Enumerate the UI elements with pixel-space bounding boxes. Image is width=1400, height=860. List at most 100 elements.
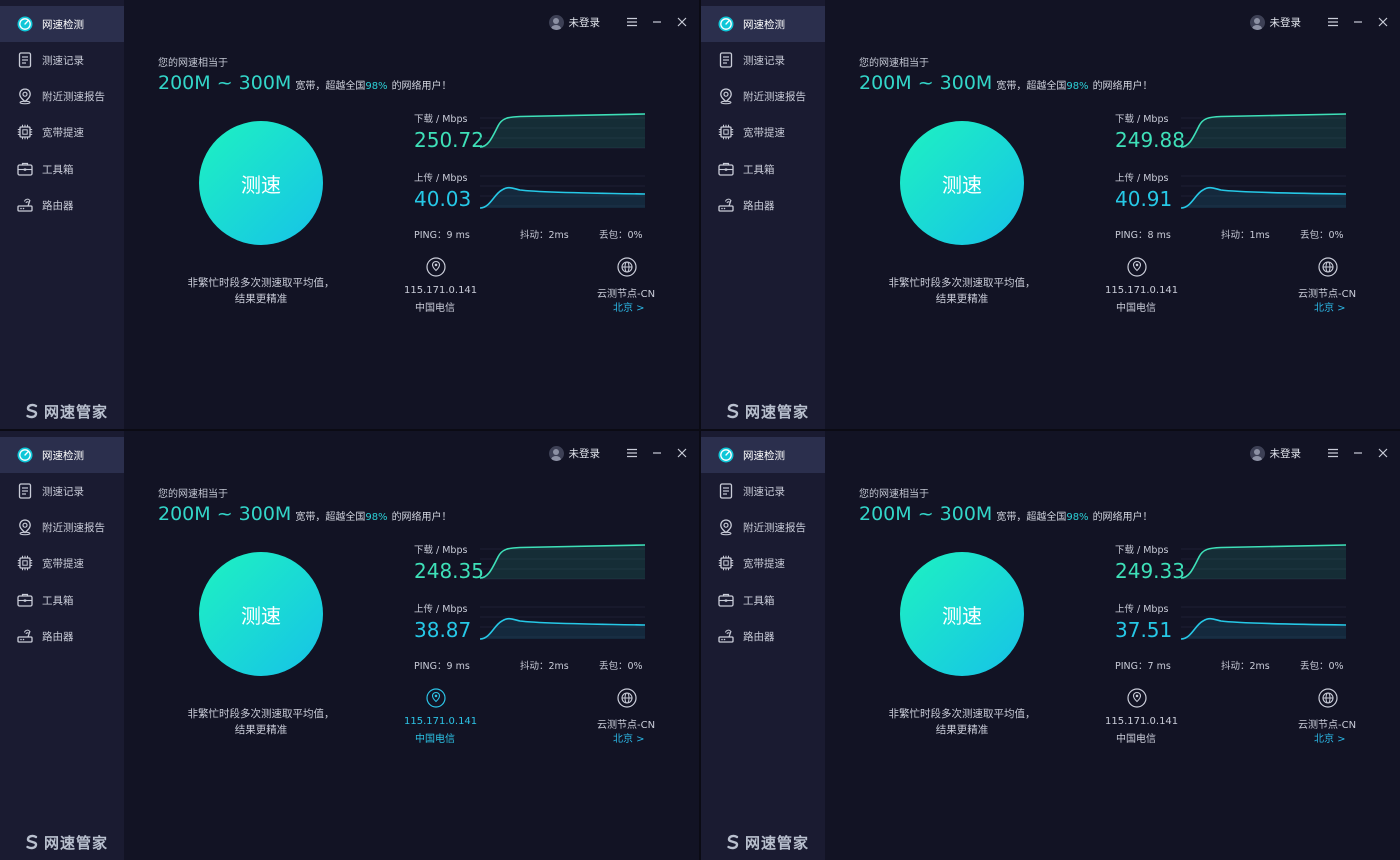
percentile-suffix: 的网络用户！	[391, 512, 452, 523]
login-link[interactable]: 未登录	[1269, 16, 1302, 29]
sidebar-item-router[interactable]: 路由器	[0, 618, 124, 654]
node-city-link[interactable]: 北京 >	[1314, 303, 1346, 314]
menu-button[interactable]	[625, 15, 639, 29]
start-test-label: 测速	[942, 172, 982, 197]
avatar[interactable]	[1249, 14, 1265, 30]
close-button[interactable]	[675, 15, 689, 29]
sidebar-item-toolbox[interactable]: 工具箱	[0, 582, 124, 618]
start-test-button[interactable]: 测速	[900, 121, 1024, 245]
location-pin-icon	[720, 519, 732, 536]
title-bar: 未登录	[1249, 443, 1391, 463]
chip-icon	[718, 555, 734, 571]
location-pin-icon[interactable]	[426, 688, 446, 708]
upload-label: 上传 / Mbps	[1115, 173, 1169, 184]
sidebar-item-history[interactable]: 测速记录	[0, 473, 124, 509]
broadband-text: 宽带，超越全国	[295, 512, 366, 523]
menu-button[interactable]	[625, 446, 639, 460]
sidebar-item-speed-test[interactable]: 网速检测	[701, 437, 825, 473]
sidebar-item-broadband-boost[interactable]: 宽带提速	[701, 114, 825, 150]
start-test-button[interactable]: 测速	[199, 121, 323, 245]
login-link[interactable]: 未登录	[1269, 447, 1302, 460]
start-test-button[interactable]: 测速	[900, 552, 1024, 676]
sidebar-item-history[interactable]: 测速记录	[701, 42, 825, 78]
speedometer-icon	[17, 447, 33, 463]
isp-name: 中国电信	[415, 303, 455, 314]
sidebar-item-label: 网速检测	[743, 19, 785, 31]
sidebar-item-nearby-report[interactable]: 附近测速报告	[0, 509, 124, 545]
start-test-label: 测速	[241, 172, 281, 197]
result-headline: 200M ~ 300M 宽带，超越全国 98% 的网络用户！	[859, 503, 1153, 525]
globe-icon[interactable]	[1318, 688, 1338, 708]
sidebar-item-label: 路由器	[42, 631, 74, 643]
sidebar-item-label: 宽带提速	[42, 558, 84, 570]
sidebar-item-toolbox[interactable]: 工具箱	[701, 582, 825, 618]
sidebar-item-broadband-boost[interactable]: 宽带提速	[701, 545, 825, 581]
result-headline: 200M ~ 300M 宽带，超越全国 98% 的网络用户！	[158, 503, 452, 525]
minimize-button[interactable]	[650, 446, 664, 460]
login-link[interactable]: 未登录	[568, 16, 601, 29]
location-pin-icon	[19, 519, 31, 536]
ping-value: PING：9 ms	[414, 230, 470, 241]
location-pin-icon[interactable]	[426, 257, 446, 277]
download-chart	[1181, 113, 1346, 149]
brand-logo: 网速管家	[24, 400, 108, 422]
document-icon	[18, 52, 32, 68]
avatar[interactable]	[548, 445, 564, 461]
minimize-button[interactable]	[1351, 15, 1365, 29]
menu-button[interactable]	[1326, 15, 1340, 29]
sidebar-item-toolbox[interactable]: 工具箱	[0, 151, 124, 187]
close-button[interactable]	[1376, 446, 1390, 460]
upload-fill	[1181, 618, 1346, 639]
node-city-link[interactable]: 北京 >	[613, 303, 645, 314]
globe-icon[interactable]	[1318, 257, 1338, 277]
location-pin-icon	[720, 88, 732, 105]
sidebar-item-speed-test[interactable]: 网速检测	[0, 437, 124, 473]
sidebar-item-broadband-boost[interactable]: 宽带提速	[0, 114, 124, 150]
sidebar-item-toolbox[interactable]: 工具箱	[701, 151, 825, 187]
upload-speed: 40.91	[1115, 187, 1173, 211]
percentile-suffix: 的网络用户！	[1092, 512, 1153, 523]
sidebar-item-router[interactable]: 路由器	[701, 187, 825, 223]
document-icon	[719, 483, 733, 499]
login-link[interactable]: 未登录	[568, 447, 601, 460]
minimize-button[interactable]	[650, 15, 664, 29]
upload-fill	[480, 187, 645, 208]
sidebar-item-router[interactable]: 路由器	[0, 187, 124, 223]
sidebar-item-history[interactable]: 测速记录	[0, 42, 124, 78]
minimize-button[interactable]	[1351, 446, 1365, 460]
globe-icon[interactable]	[617, 257, 637, 277]
sidebar-item-broadband-boost[interactable]: 宽带提速	[0, 545, 124, 581]
avatar[interactable]	[1249, 445, 1265, 461]
test-node-name: 云测节点-CN	[1298, 289, 1357, 300]
sidebar-item-router[interactable]: 路由器	[701, 618, 825, 654]
sidebar-item-speed-test[interactable]: 网速检测	[0, 6, 124, 42]
broadband-text: 宽带，超越全国	[996, 512, 1067, 523]
minimize-icon	[653, 21, 661, 23]
sidebar-item-history[interactable]: 测速记录	[701, 473, 825, 509]
close-button[interactable]	[1376, 15, 1390, 29]
download-label: 下载 / Mbps	[414, 114, 468, 125]
download-label: 下载 / Mbps	[414, 545, 468, 556]
speed-range: 200M ~ 300M	[158, 72, 292, 94]
location-pin-icon[interactable]	[1127, 257, 1147, 277]
jitter-value: 抖动：2ms	[520, 661, 569, 672]
location-pin-icon[interactable]	[1127, 688, 1147, 708]
start-test-button[interactable]: 测速	[199, 552, 323, 676]
globe-icon[interactable]	[617, 688, 637, 708]
sidebar-item-nearby-report[interactable]: 附近测速报告	[701, 509, 825, 545]
sidebar-item-nearby-report[interactable]: 附近测速报告	[701, 78, 825, 114]
node-city-link[interactable]: 北京 >	[1314, 734, 1346, 745]
test-node-name: 云测节点-CN	[597, 289, 656, 300]
node-city-link[interactable]: 北京 >	[613, 734, 645, 745]
sidebar-item-speed-test[interactable]: 网速检测	[701, 6, 825, 42]
close-button[interactable]	[675, 446, 689, 460]
brand-name: 网速管家	[745, 402, 810, 421]
avatar[interactable]	[548, 14, 564, 30]
percentile-suffix: 的网络用户！	[391, 81, 452, 92]
sidebar-item-label: 网速检测	[42, 450, 84, 462]
chip-icon	[718, 124, 734, 140]
menu-button[interactable]	[1326, 446, 1340, 460]
sidebar-item-label: 附近测速报告	[743, 91, 806, 103]
router-icon	[17, 629, 33, 643]
sidebar-item-nearby-report[interactable]: 附近测速报告	[0, 78, 124, 114]
